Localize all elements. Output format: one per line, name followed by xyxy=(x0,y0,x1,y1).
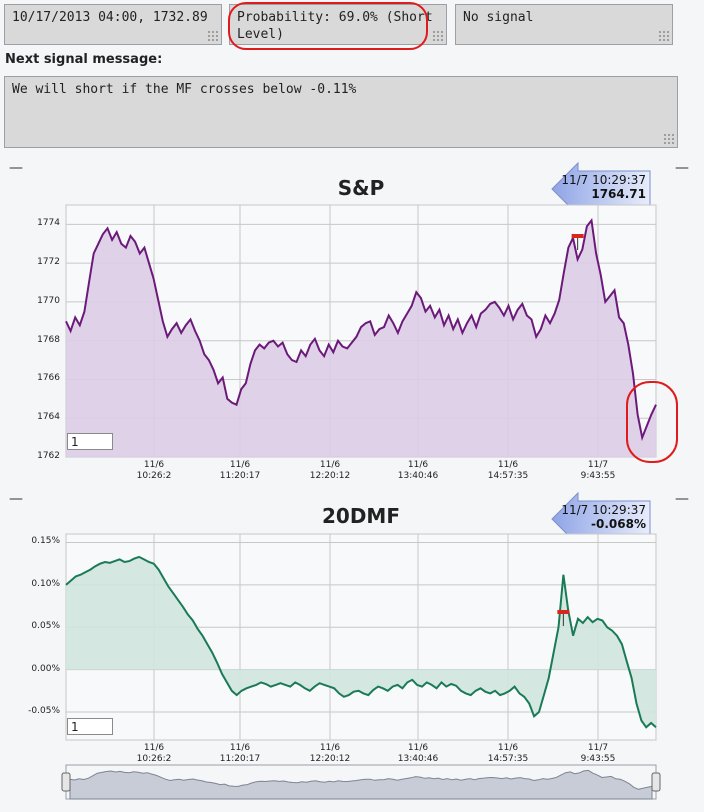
next-signal-label: Next signal message: xyxy=(5,52,163,67)
x-tick-label: 11/6 12:20:12 xyxy=(309,460,351,481)
y-tick-label: 0.05% xyxy=(31,621,60,632)
chart1-callout-value: 1764.71 xyxy=(591,187,646,201)
navigator-left-handle xyxy=(61,772,71,792)
range-navigator[interactable] xyxy=(61,764,661,801)
signal-text: No signal xyxy=(463,10,534,25)
chart2-title: 20DMF xyxy=(322,504,400,528)
y-tick-label: 1764 xyxy=(37,412,60,423)
x-tick-label: 11/6 10:26:2 xyxy=(136,460,172,481)
collapse-chart2-icon[interactable]: — xyxy=(9,491,23,507)
20dmf-chart[interactable] xyxy=(65,533,657,741)
sp-chart[interactable] xyxy=(65,204,657,458)
signal-marker xyxy=(557,609,570,614)
signal-marker xyxy=(571,234,584,239)
chart1-highlight-circle xyxy=(626,381,678,463)
chart1-callout-time: 11/7 10:29:37 xyxy=(561,173,646,187)
chart1-title: S&P xyxy=(337,176,385,200)
signal-box: No signal xyxy=(455,4,673,45)
resize-grip-icon[interactable] xyxy=(207,30,218,41)
navigator-series xyxy=(69,769,653,800)
datetime-price-text: 10/17/2013 04:00, 1732.89 xyxy=(12,10,208,25)
x-tick-label: 11/6 12:20:12 xyxy=(309,743,351,764)
y-tick-label: 1772 xyxy=(37,257,60,268)
navigator-right-handle xyxy=(651,772,661,792)
y-tick-label: -0.05% xyxy=(28,706,60,717)
collapse-chart1-icon[interactable]: — xyxy=(9,160,23,176)
y-tick-label: 0.00% xyxy=(31,663,60,674)
chart2-callout-value: -0.068% xyxy=(591,517,646,531)
series-area xyxy=(66,220,656,457)
series-area xyxy=(66,556,656,728)
y-tick-label: 1774 xyxy=(37,218,60,229)
chart2-callout: 11/7 10:29:37 -0.068% xyxy=(551,491,651,547)
x-tick-label: 11/7 9:43:55 xyxy=(580,743,616,764)
chart1-callout: 11/7 10:29:37 1764.71 xyxy=(551,161,651,217)
y-tick-label: 1762 xyxy=(37,451,60,461)
x-tick-label: 11/6 14:57:35 xyxy=(487,460,529,481)
resize-grip-icon[interactable] xyxy=(432,30,443,41)
chart2-callout-time: 11/7 10:29:37 xyxy=(561,503,646,517)
y-tick-label: 1770 xyxy=(37,295,60,306)
x-tick-label: 11/6 14:57:35 xyxy=(487,743,529,764)
y-tick-label: 1766 xyxy=(37,373,60,384)
resize-grip-icon[interactable] xyxy=(663,133,674,144)
collapse-chart1-right-icon[interactable]: — xyxy=(675,160,689,176)
x-tick-label: 11/6 13:40:46 xyxy=(397,460,439,481)
probability-text: Probability: 69.0% (Short Level) xyxy=(237,10,433,42)
chart1-input[interactable]: 1 xyxy=(67,433,113,450)
x-tick-label: 11/6 13:40:46 xyxy=(397,743,439,764)
x-tick-label: 11/6 11:20:17 xyxy=(219,460,261,481)
series-line xyxy=(65,218,657,442)
next-signal-message-box: We will short if the MF crosses below -0… xyxy=(4,76,678,148)
datetime-price-box: 10/17/2013 04:00, 1732.89 xyxy=(4,4,222,45)
chart2-input[interactable]: 1 xyxy=(67,718,113,735)
y-tick-label: 1768 xyxy=(37,334,60,345)
series-line xyxy=(65,555,657,729)
x-tick-label: 11/6 10:26:2 xyxy=(136,743,172,764)
collapse-chart2-right-icon[interactable]: — xyxy=(675,491,689,507)
x-tick-label: 11/6 11:20:17 xyxy=(219,743,261,764)
x-tick-label: 11/7 9:43:55 xyxy=(580,460,616,481)
y-tick-label: 0.10% xyxy=(31,578,60,589)
y-tick-label: 0.15% xyxy=(31,536,60,547)
resize-grip-icon[interactable] xyxy=(658,30,669,41)
probability-highlight-circle xyxy=(228,2,428,50)
next-signal-message: We will short if the MF crosses below -0… xyxy=(12,82,357,97)
